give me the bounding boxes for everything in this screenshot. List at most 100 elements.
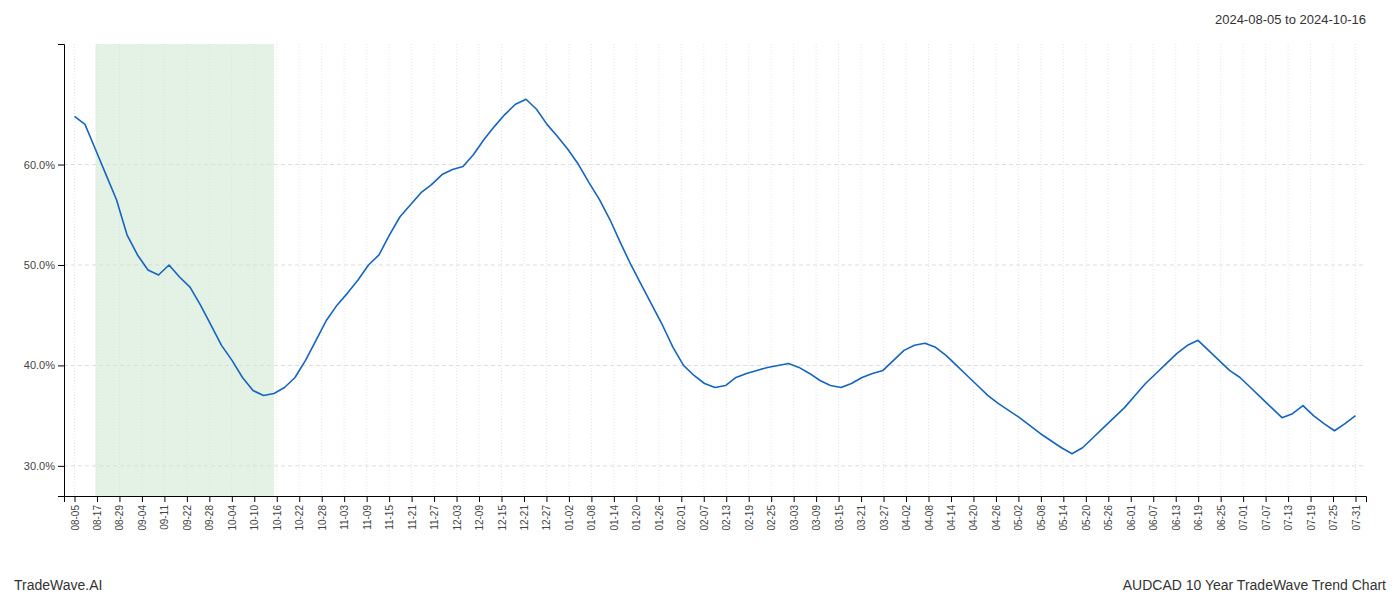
grid-line-x: [748, 44, 749, 496]
grid-line-x: [1108, 44, 1109, 496]
x-tick: 12-03: [452, 496, 463, 531]
x-tick: 10-16: [272, 496, 283, 531]
x-tick-label: 10-28: [317, 505, 328, 531]
plot-area: [75, 44, 1356, 496]
x-tick-mark: [816, 496, 817, 502]
x-tick: 07-31: [1351, 496, 1362, 531]
x-tick-label: 07-13: [1283, 505, 1294, 531]
x-tick-mark: [973, 496, 974, 502]
x-tick-label: 05-20: [1081, 505, 1092, 531]
x-tick-mark: [1288, 496, 1289, 502]
x-tick-label: 09-11: [159, 505, 170, 530]
x-tick-label: 03-21: [856, 505, 867, 531]
x-tick-mark: [771, 496, 772, 502]
x-tick-mark: [524, 496, 525, 502]
x-tick-mark: [546, 496, 547, 502]
x-tick-label: 10-04: [227, 505, 238, 531]
grid-line-x: [1175, 44, 1176, 496]
x-tick: 11-21: [407, 496, 418, 530]
chart: 08-0508-1708-2909-0409-1109-2209-2810-04…: [0, 0, 1400, 600]
y-tick-mark: [58, 466, 64, 467]
x-tick-label: 11-09: [362, 505, 373, 530]
x-tick-mark: [1063, 496, 1064, 502]
x-tick: 12-21: [519, 496, 530, 531]
x-tick-label: 05-14: [1058, 505, 1069, 531]
x-tick-label: 10-16: [272, 505, 283, 531]
title: 2024-08-05 to 2024-10-16: [1215, 12, 1366, 27]
x-tick-mark: [1018, 496, 1019, 502]
x-tick-label: 11-27: [429, 505, 440, 530]
x-tick-label: 02-19: [744, 505, 755, 531]
grid-line-x: [950, 44, 951, 496]
x-tick-mark: [1153, 496, 1154, 502]
grid-line-x: [883, 44, 884, 496]
x-tick-mark: [839, 496, 840, 502]
grid-line-x: [838, 44, 839, 496]
x-tick-label: 01-14: [609, 505, 620, 531]
x-tick: 04-02: [901, 496, 912, 531]
x-tick-mark: [277, 496, 278, 502]
grid-line-x: [568, 44, 569, 496]
x-tick-label: 10-22: [294, 505, 305, 531]
x-tick-label: 01-02: [564, 505, 575, 531]
x-tick: 03-15: [834, 496, 845, 531]
x-axis: 08-0508-1708-2909-0409-1109-2209-2810-04…: [65, 496, 1367, 531]
grid-line-x: [1243, 44, 1244, 496]
x-tick-mark: [367, 496, 368, 502]
x-tick-label: 02-25: [766, 505, 777, 531]
grid-line-x: [636, 44, 637, 496]
grid-line-x: [546, 44, 547, 496]
x-tick-mark: [322, 496, 323, 502]
x-tick-label: 02-07: [699, 505, 710, 531]
y-tick: 50.0%: [24, 259, 64, 271]
x-tick-label: 07-25: [1328, 505, 1339, 531]
y-tick-label: 60.0%: [24, 159, 55, 171]
grid-line-x: [1355, 44, 1356, 496]
x-tick-label: 03-15: [834, 505, 845, 531]
grid-line-x: [816, 44, 817, 496]
x-tick: 02-25: [766, 496, 777, 531]
x-tick-label: 05-26: [1103, 505, 1114, 531]
x-tick: 10-28: [317, 496, 328, 531]
x-tick: 12-27: [541, 496, 552, 531]
grid-line-x: [973, 44, 974, 496]
grid-line-x: [1310, 44, 1311, 496]
x-tick: 07-25: [1328, 496, 1339, 531]
x-tick-label: 04-20: [968, 505, 979, 531]
x-tick: 04-08: [924, 496, 935, 531]
x-tick-label: 01-08: [586, 505, 597, 531]
grid-line-x: [861, 44, 862, 496]
grid-line-x: [1220, 44, 1221, 496]
x-tick-label: 06-01: [1126, 505, 1137, 531]
x-tick-mark: [1198, 496, 1199, 502]
x-tick: 06-25: [1216, 496, 1227, 531]
x-tick: 09-11: [159, 496, 170, 530]
x-tick-mark: [457, 496, 458, 502]
x-tick-mark: [75, 496, 76, 502]
x-tick-mark: [591, 496, 592, 502]
x-tick-mark: [1356, 496, 1357, 502]
x-tick-label: 09-04: [137, 505, 148, 531]
grid-line-x: [793, 44, 794, 496]
x-tick: 11-03: [339, 496, 350, 530]
grid-line-x: [74, 44, 75, 496]
grid-line-x: [1018, 44, 1019, 496]
x-tick-mark: [659, 496, 660, 502]
x-tick-mark: [794, 496, 795, 502]
grid-line-x: [456, 44, 457, 496]
x-tick-label: 04-14: [946, 505, 957, 531]
x-tick-label: 10-10: [249, 505, 260, 531]
x-tick: 11-09: [362, 496, 373, 530]
x-tick-mark: [97, 496, 98, 502]
y-tick: 60.0%: [24, 159, 64, 171]
x-tick-mark: [906, 496, 907, 502]
x-tick-label: 04-08: [924, 505, 935, 531]
y-tick-mark: [58, 265, 64, 266]
x-tick-mark: [389, 496, 390, 502]
x-tick-mark: [884, 496, 885, 502]
x-tick: 07-01: [1238, 496, 1249, 531]
x-tick-label: 01-26: [654, 505, 665, 531]
footer: AUDCAD 10 Year TradeWave Trend Chart: [1123, 577, 1386, 593]
x-tick: 05-14: [1058, 496, 1069, 531]
x-tick: 08-05: [70, 496, 81, 531]
